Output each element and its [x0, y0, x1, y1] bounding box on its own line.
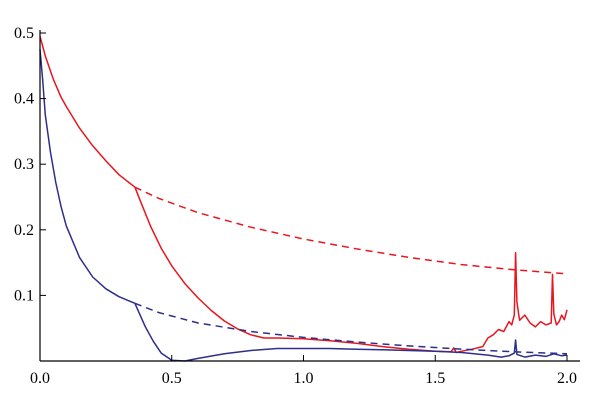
series-line-0 — [134, 186, 568, 275]
series-line-1 — [39, 36, 568, 354]
x-tick-label-4: 2.0 — [557, 370, 577, 387]
plot-series — [39, 36, 568, 362]
series-line-3 — [39, 49, 568, 362]
series-line-2 — [134, 302, 568, 355]
x-tick-label-3: 1.5 — [425, 370, 445, 387]
x-tick-label-1: 0.5 — [162, 370, 182, 387]
x-tick-label-0: 0.0 — [30, 370, 50, 387]
y-tick-label-1: 0.2 — [14, 222, 34, 239]
x-tick-label-2: 1.0 — [294, 370, 314, 387]
x-axis-ticks: 0.0 0.5 1.0 1.5 2.0 — [30, 355, 577, 387]
y-axis-ticks: 0.1 0.2 0.3 0.4 0.5 — [14, 25, 46, 304]
y-tick-label-2: 0.3 — [14, 156, 34, 173]
y-tick-label-0: 0.1 — [14, 287, 34, 304]
y-tick-label-3: 0.4 — [14, 91, 34, 108]
y-tick-label-4: 0.5 — [14, 25, 34, 42]
